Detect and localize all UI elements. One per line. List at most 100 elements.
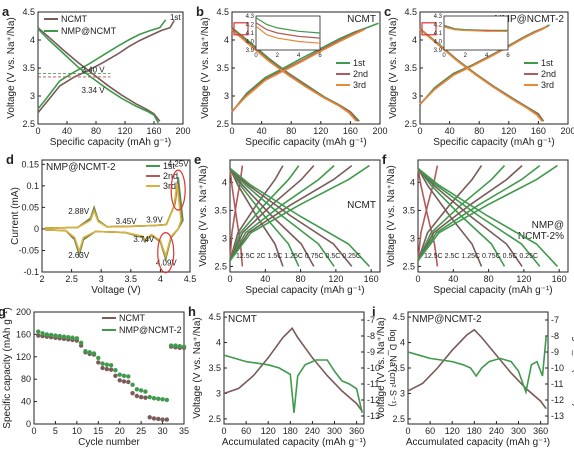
x-tick-label: 80 [91, 126, 101, 136]
data-point [121, 379, 127, 384]
y-tick-label: 3 [30, 91, 35, 101]
inset-line [255, 25, 321, 44]
y-tick-label: 3.5 [392, 363, 405, 373]
rate-discharge-line [229, 167, 335, 267]
x-tick-label: 160 [364, 274, 379, 284]
y-tick-label: 3.5 [208, 363, 221, 373]
x-tick-label: 15 [93, 426, 103, 436]
inset-y-tick-label: 4.2 [434, 23, 443, 29]
y-tick-label: 3.5 [216, 63, 229, 73]
rate-discharge-line [417, 168, 439, 267]
rate-labels: 12.5C 2C 1.5C 1.25C 0.75C 0.5C 0.25C [236, 253, 361, 260]
x-axis-label: Accumulated capacity (mAh g⁻¹) [406, 437, 550, 448]
x-tick-label: 40 [448, 274, 458, 284]
x-tick-label: 360 [533, 426, 548, 436]
x-tick-label: 120 [313, 126, 328, 136]
inset-y-tick-label: 3.9 [434, 48, 443, 54]
series-line [37, 27, 161, 122]
rate-discharge-line [417, 167, 523, 267]
x-tick-label: 160 [531, 126, 546, 136]
panel-title: NCMT-2% [518, 231, 564, 242]
rate-discharge-line [417, 167, 558, 267]
data-point [96, 355, 101, 361]
data-point [100, 365, 105, 371]
y-tick-label: 3 [400, 388, 405, 398]
data-point [173, 343, 178, 348]
y-right-tick-label: -9 [551, 347, 559, 357]
y-right-tick-label: -8 [367, 331, 375, 341]
series-line [223, 327, 363, 412]
series-line [37, 19, 175, 114]
y-tick-label: -0.1 [23, 267, 39, 277]
panel-label: d [6, 152, 14, 167]
panel-label: f [382, 152, 387, 167]
x-tick-label: 300 [327, 426, 342, 436]
inset-y-tick-label: 4.0 [246, 40, 255, 46]
rate-charge-line [417, 165, 439, 261]
legend-label: 1st [541, 58, 554, 68]
y-tick-label: 4.5 [392, 312, 405, 322]
data-point [74, 336, 80, 341]
y-tick-label: 80 [21, 374, 31, 384]
x-tick-label: 40 [257, 126, 267, 136]
rate-charge-line [229, 164, 370, 262]
panel-title: NCMT [347, 14, 376, 25]
panel-i: 0 60 120 180 240 300 360 2.5 3 3.5 4 4.5 -13 -12 -11 -1… [372, 304, 574, 448]
data-point [36, 329, 41, 334]
inset-x-tick-label: 6 [318, 53, 322, 59]
y-tick-label: 4 [216, 338, 221, 348]
annotation: 3.74V [133, 235, 155, 244]
x-tick-label: 0 [221, 426, 226, 436]
inset-line [443, 26, 508, 32]
data-point [113, 373, 118, 379]
series-line [37, 28, 160, 124]
x-tick-label: 80 [484, 274, 494, 284]
y-right-tick-label: -10 [551, 363, 564, 373]
y-tick-label: 4.5 [22, 7, 35, 17]
y-tick-label: 4 [222, 177, 227, 187]
y-right-axis-label: log D_Na (cm² S⁻¹) [572, 329, 574, 406]
x-tick-label: 200 [560, 126, 574, 136]
panel-label: c [384, 4, 391, 19]
x-tick-label: 0 [417, 126, 422, 136]
annotation: 3.34 V [82, 86, 106, 95]
x-tick-label: 360 [349, 426, 364, 436]
x-tick-label: 40 [260, 274, 270, 284]
panel-title: NMP@NCMT-2 [494, 14, 564, 25]
y-tick-label: 4 [30, 35, 35, 45]
x-tick-label: 3.5 [125, 274, 138, 284]
inset-y-tick-label: 3.9 [246, 48, 255, 54]
legend-label: 1st [163, 161, 176, 171]
data-point [61, 334, 67, 339]
y-tick-label: 2.5 [392, 414, 405, 424]
data-point [138, 388, 144, 393]
y-tick-label: 2.5 [22, 119, 35, 129]
panel-label: e [194, 152, 201, 167]
data-point [36, 333, 41, 338]
legend-label: 3rd [353, 80, 366, 90]
data-point [156, 416, 161, 422]
panel-label: a [2, 4, 10, 19]
data-point [78, 340, 84, 345]
y-tick-label: 0.05 [21, 202, 39, 212]
data-point [48, 332, 54, 338]
y-tick-label: 4 [224, 35, 229, 45]
y-tick-label: 0 [34, 224, 39, 234]
rate-charge-line [417, 164, 541, 262]
panel-label: i [372, 304, 376, 319]
x-tick-label: 80 [296, 274, 306, 284]
rate-labels: 12.5C 2.5C 1.25C 0.75C 0.5C 0.25C [424, 253, 538, 260]
plot-frame [407, 311, 549, 425]
y-tick-label: 40 [21, 397, 31, 407]
annotation: 1st [170, 13, 181, 22]
y-tick-label: 3.5 [402, 205, 415, 215]
legend-label: 2nd [541, 69, 556, 79]
y-right-tick-label: -11 [551, 379, 563, 389]
series-line [419, 25, 548, 105]
legend-label: NMP@NCMT [61, 26, 117, 36]
inset-x-tick-label: 0 [442, 53, 446, 59]
y-axis-label: Voltage (V vs. Na⁺/Na) [388, 17, 399, 118]
data-point [91, 351, 97, 356]
y-tick-label: 3.5 [22, 63, 35, 73]
inset-y-tick-label: 4.3 [246, 14, 255, 20]
